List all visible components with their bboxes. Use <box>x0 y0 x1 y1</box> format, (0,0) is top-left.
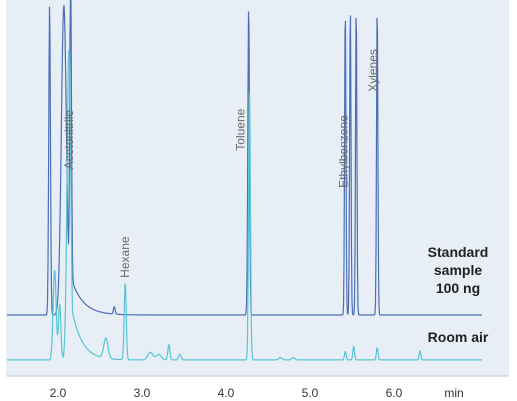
peak-label: Acetonitrile <box>62 110 76 170</box>
x-tick-label: 4.0 <box>218 386 235 400</box>
x-axis-unit: min <box>444 386 463 400</box>
standard-sample-label-line: Standard <box>428 244 489 260</box>
plot-area <box>6 0 509 376</box>
x-tick-label: 3.0 <box>134 386 151 400</box>
room-air-label: Room air <box>428 329 489 345</box>
peak-label: Toluene <box>233 108 247 150</box>
x-tick-label: 2.0 <box>50 386 67 400</box>
peak-labels-group: Acetonitrile Hexane Toluene Ethylbenzene Xyl… <box>62 49 380 278</box>
x-tick-label: 5.0 <box>302 386 319 400</box>
peak-label: Ethylbenzene <box>337 115 351 188</box>
standard-sample-trace <box>6 0 483 316</box>
room-air-trace <box>6 49 483 361</box>
standard-sample-label-line: sample <box>434 262 482 278</box>
peak-label: Xylenes <box>366 49 380 92</box>
standard-sample-label-line: 100 ng <box>436 280 480 296</box>
x-tick-labels: 2.0 3.0 4.0 5.0 6.0 <box>50 386 403 400</box>
trace-labels-group: Standard sample 100 ng Room air <box>428 244 489 345</box>
x-tick-label: 6.0 <box>386 386 403 400</box>
traces-group <box>6 0 483 361</box>
peak-label: Hexane <box>118 236 132 278</box>
